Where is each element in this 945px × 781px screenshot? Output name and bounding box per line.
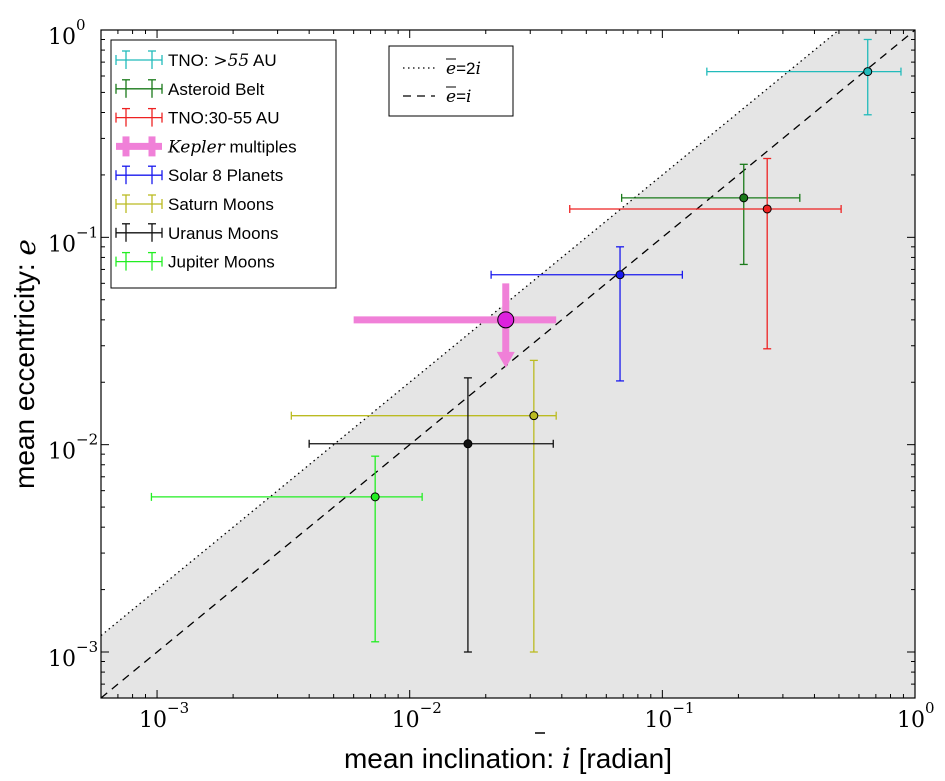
legend-row-solar-8-planets: Solar 8 Planets (115, 165, 283, 185)
saturn-moons-point (529, 411, 539, 421)
y-tick-label: 10 (48, 25, 76, 50)
legend-row-tno-55-au: TNO: >55 AU (115, 50, 277, 71)
x-tick-exponent: −1 (672, 699, 694, 717)
x-tick-label: 10 (139, 708, 167, 733)
plot-frame (100, 29, 916, 699)
ratio-line-dashed (101, 30, 915, 698)
line-legend-dotted-lhs: e (446, 59, 456, 79)
uranus-moons-point (463, 439, 473, 449)
y-tick-label: 10 (48, 440, 76, 465)
line-legend-box (388, 45, 514, 117)
x-tick-exponent: 0 (925, 699, 935, 717)
legend-row-jupiter-moons: Jupiter Moons (115, 251, 275, 272)
x-axis-title-prefix: mean inclination: (344, 743, 562, 774)
legend-kepler-multiples-label: Kepler multiples (167, 137, 297, 157)
line-legend-dashed-mid: = (456, 87, 466, 106)
series-uranus-moons (308, 377, 554, 653)
tno-30-55-au-point (762, 204, 772, 214)
y-tick-exponent: −2 (76, 431, 98, 449)
series-legend-rows: TNO: >55 AU Asteroid Belt TNO:30-55 AU Kepl… (115, 50, 297, 272)
tno-55-au-point (863, 67, 873, 77)
series-solar-8-planets (490, 246, 684, 382)
ticks-layer: 10 −3 10 −2 10 −1 10 010 −310 −210 −110 0 (48, 16, 935, 733)
line-legend-dotted-label: e=2i (446, 59, 481, 79)
y-tick-label: 10 (48, 232, 76, 257)
legend-row-uranus-moons: Uranus Moons (115, 223, 279, 243)
legend-tno-55-au-label: TNO: >55 AU (168, 51, 277, 71)
x-tick-label: 10 (392, 708, 420, 733)
series-saturn-moons (290, 359, 557, 653)
series-kepler-multiples (353, 283, 557, 368)
series-legend: TNO: >55 AU Asteroid Belt TNO:30-55 AU Kepl… (110, 39, 337, 289)
y-axis-title: mean eccentricity: e (9, 239, 42, 489)
line-legend-dashed-lhs: e (446, 87, 456, 107)
kepler-multiples-y-limit-arrow (496, 351, 515, 368)
legend-uranus-moons-label: Uranus Moons (168, 224, 279, 243)
x-tick-exponent: −3 (167, 699, 189, 717)
series-legend-box (110, 39, 337, 289)
legend-solar-8-planets-label: Solar 8 Planets (168, 166, 283, 185)
legend-row-saturn-moons: Saturn Moons (115, 194, 274, 214)
legend-row-kepler-multiples: Kepler multiples (116, 136, 297, 157)
series-layer (150, 38, 902, 653)
series-tno-55-au (706, 38, 902, 116)
y-tick-label: 10 (48, 647, 76, 672)
x-tick-label: 10 (644, 708, 672, 733)
line-legend-dotted-rhs: i (475, 59, 480, 79)
y-axis-title-prefix: mean eccentricity: (9, 256, 40, 489)
legend-asteroid-belt-label: Asteroid Belt (168, 80, 265, 99)
x-tick-label: 10 (897, 708, 925, 733)
series-jupiter-moons (150, 455, 423, 643)
series-tno-30-55-au (569, 157, 842, 350)
line-legend: e=2i e=i (388, 45, 514, 117)
line-legend-dotted-mid: =2 (456, 59, 475, 78)
x-tick-exponent: −2 (420, 699, 442, 717)
legend-jupiter-moons-label: Jupiter Moons (168, 253, 275, 272)
series-asteroid-belt (620, 163, 801, 266)
legend-row-tno-30-55-au: TNO:30-55 AU (115, 107, 280, 128)
legend-tno-30-55-au-label: TNO:30-55 AU (168, 109, 280, 128)
y-tick-exponent: 0 (76, 16, 86, 34)
x-axis-title-suffix: [radian] (571, 743, 672, 774)
solar-8-planets-point (615, 270, 625, 280)
ratio-line-dotted (101, 30, 840, 637)
jupiter-moons-point (370, 492, 380, 502)
line-legend-dashed-label: e=i (446, 87, 471, 107)
legend-saturn-moons-label: Saturn Moons (168, 195, 274, 214)
y-axis-title-symbol: e (9, 239, 42, 256)
legend-row-asteroid-belt: Asteroid Belt (115, 79, 265, 99)
y-tick-exponent: −1 (76, 223, 98, 241)
asteroid-belt-point (739, 193, 749, 203)
kepler-multiples-point (497, 311, 515, 329)
line-legend-dashed-rhs: i (466, 87, 471, 107)
y-tick-exponent: −3 (76, 638, 98, 656)
x-axis-title: mean inclination: i [radian] (344, 742, 672, 775)
x-axis-title-symbol: i (562, 742, 571, 775)
